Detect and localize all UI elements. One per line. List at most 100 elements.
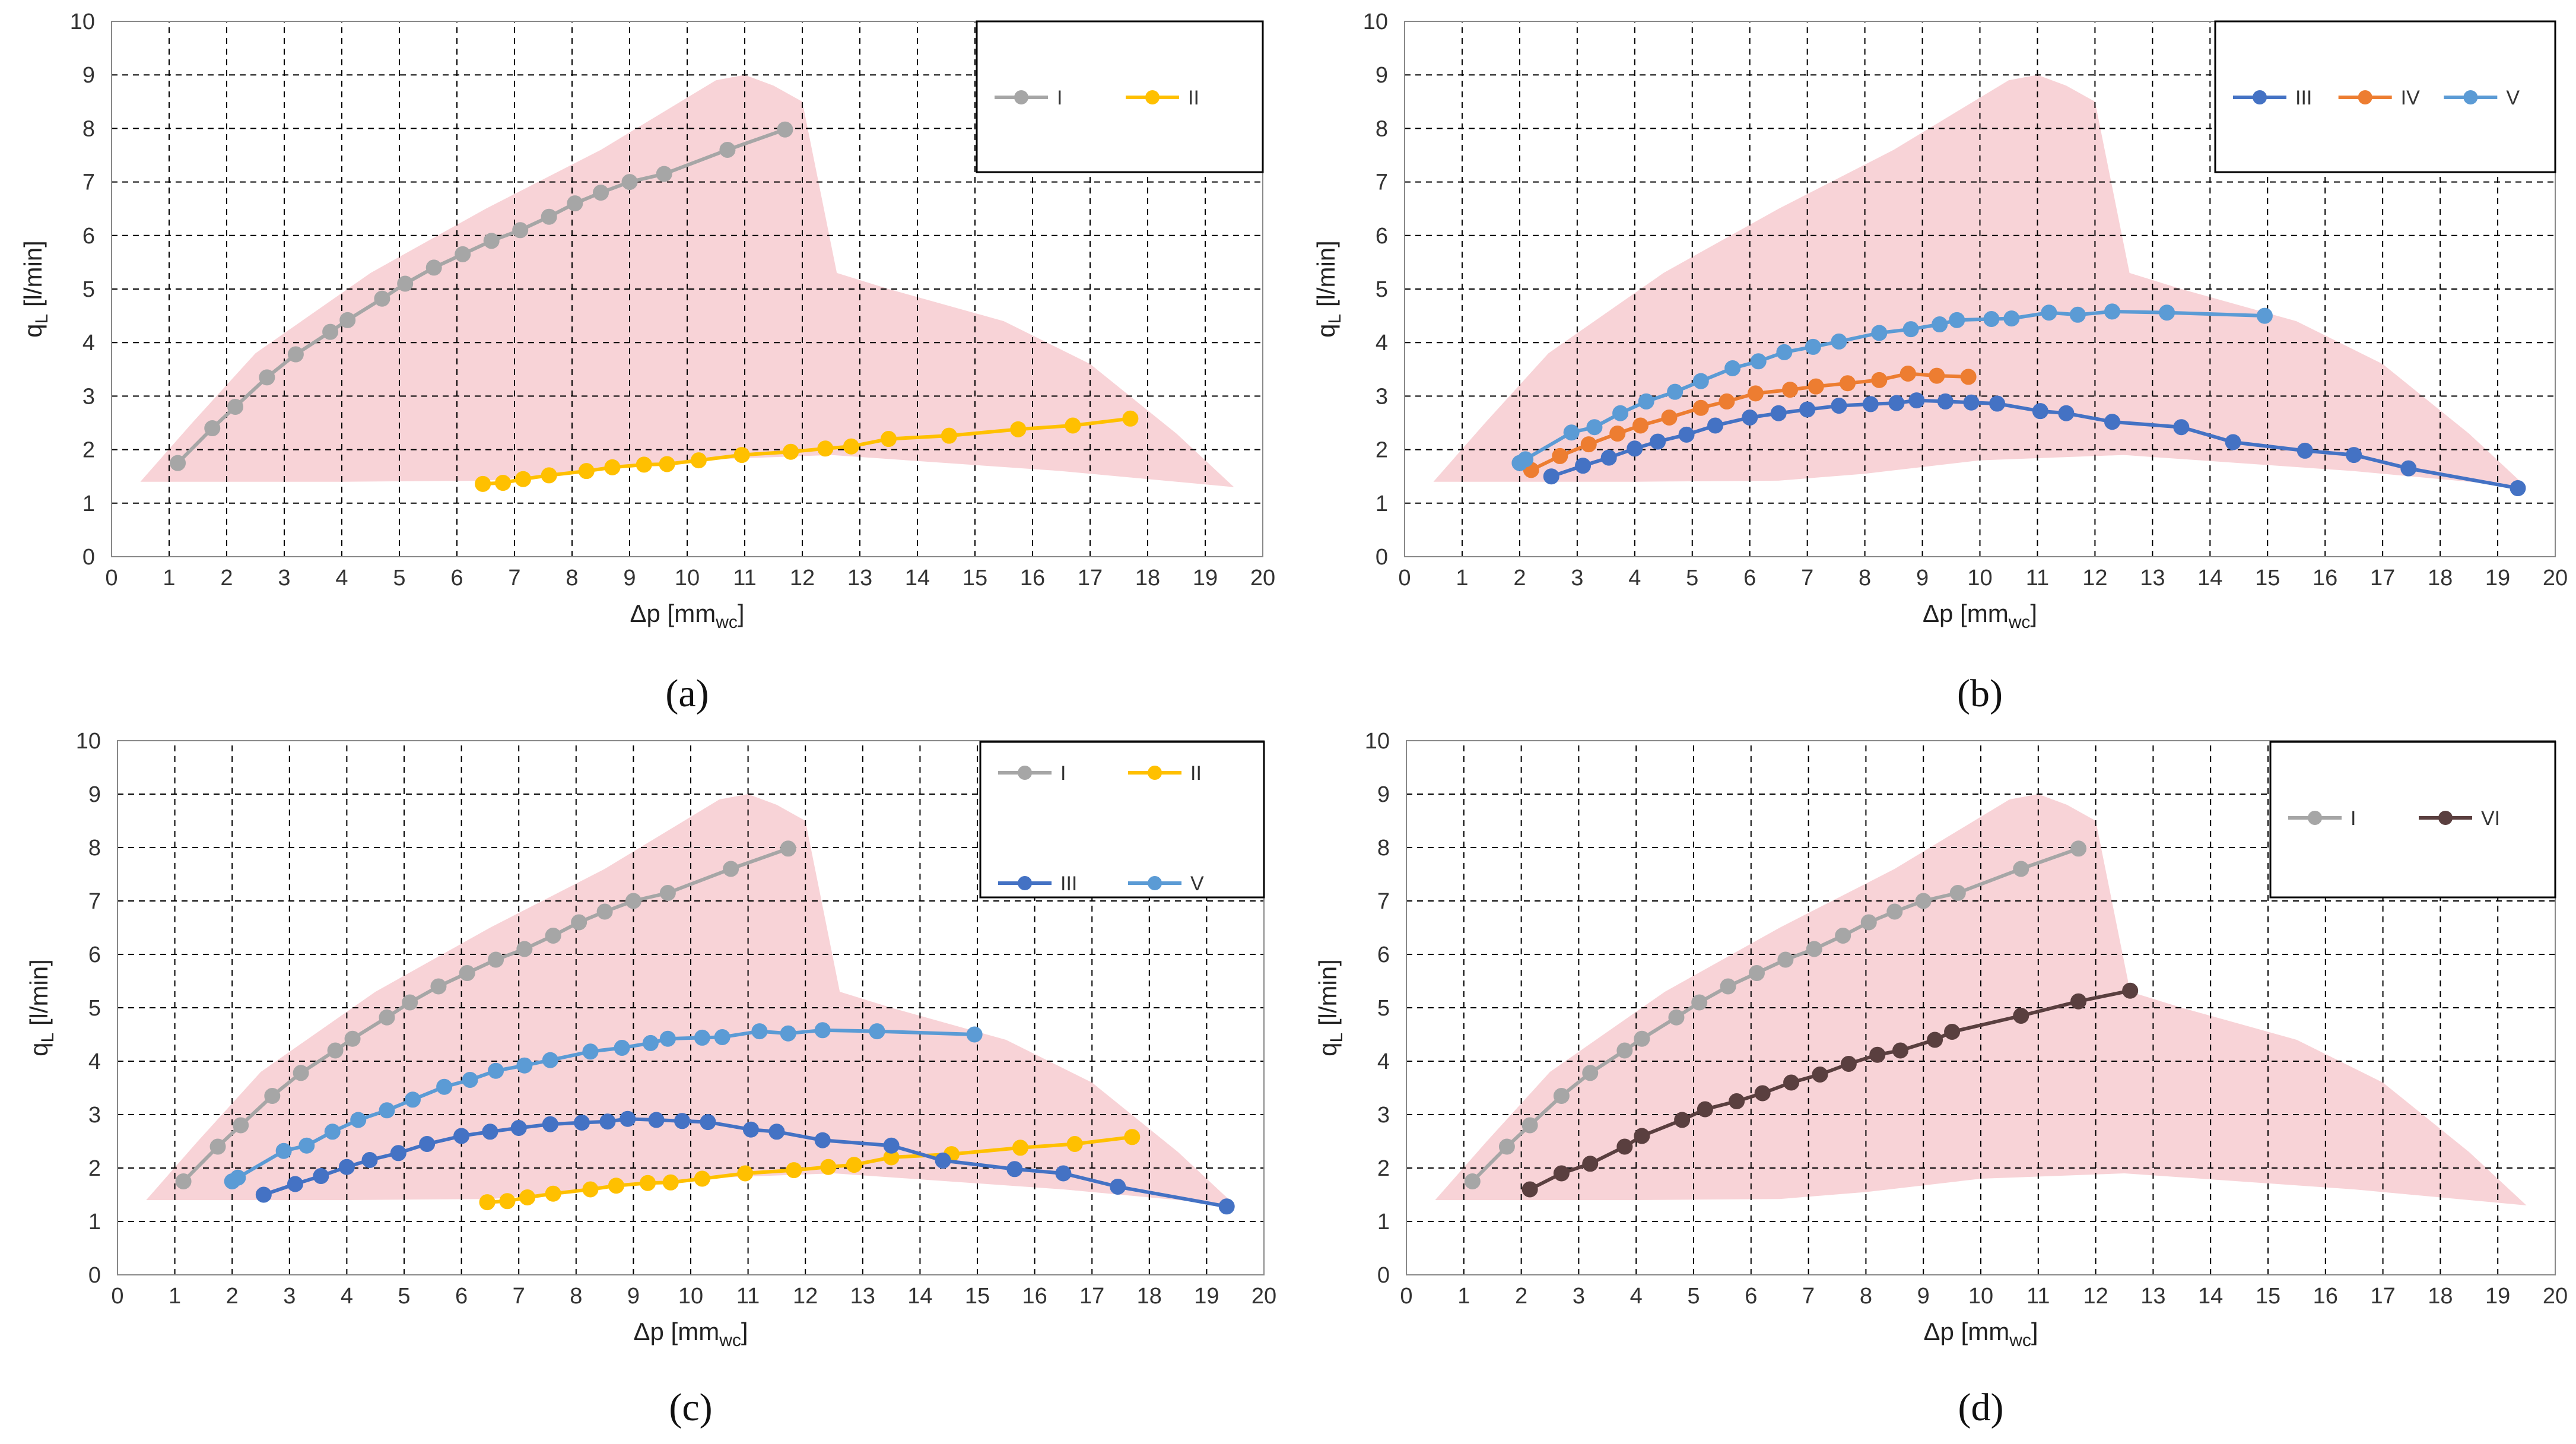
legend: III IV V [2214, 20, 2556, 173]
data-point-II [820, 1159, 837, 1175]
data-point-I [777, 121, 793, 138]
data-point-IV [1609, 426, 1626, 442]
x-tick-label: 12 [2082, 566, 2107, 591]
data-point-III [1543, 468, 1559, 485]
data-point-II [582, 1181, 599, 1198]
data-point-V [379, 1102, 395, 1119]
data-point-I [1748, 965, 1765, 981]
data-point-III [1600, 449, 1617, 466]
data-point-II [1065, 417, 1081, 434]
data-point-V [1586, 419, 1603, 436]
x-tick-label: 8 [566, 566, 578, 591]
data-point-I [593, 185, 609, 201]
x-tick-label: 10 [675, 566, 700, 591]
x-tick-label: 11 [2026, 566, 2049, 591]
data-point-V [1612, 405, 1629, 421]
y-tick-label: 6 [88, 942, 101, 967]
data-point-V [488, 1062, 504, 1079]
data-point-III [1799, 401, 1816, 418]
data-point-I [516, 941, 533, 957]
data-point-V [2104, 303, 2120, 320]
x-tick-label: 4 [335, 566, 348, 591]
legend-label: III [1060, 872, 1077, 895]
data-point-III [768, 1124, 785, 1140]
x-tick-label: 8 [1859, 566, 1871, 591]
data-point-I [1777, 951, 1794, 968]
x-tick-label: 7 [513, 1284, 525, 1309]
x-tick-label: 6 [1743, 566, 1756, 591]
y-tick-label: 1 [82, 491, 95, 516]
legend-swatch-marker [2253, 90, 2267, 104]
x-tick-label: 5 [1686, 566, 1698, 591]
data-point-V [350, 1112, 367, 1128]
y-tick-label: 10 [1365, 729, 1390, 754]
x-tick-label: 8 [570, 1284, 582, 1309]
data-point-VI [2070, 993, 2087, 1010]
data-point-III [674, 1113, 691, 1129]
legend-label: II [1188, 87, 1199, 109]
x-tick-label: 11 [736, 1284, 760, 1309]
x-tick-label: 9 [623, 566, 636, 591]
data-point-V [659, 1030, 676, 1047]
data-point-III [419, 1136, 436, 1152]
x-tick-label: 10 [678, 1284, 703, 1309]
data-point-V [1871, 325, 1888, 341]
x-tick-label: 2 [1515, 1284, 1527, 1309]
data-point-II [640, 1175, 656, 1191]
x-tick-label: 11 [733, 566, 756, 591]
envelope-area [140, 75, 1234, 487]
data-point-V [1805, 338, 1821, 355]
data-point-III [1707, 417, 1724, 434]
data-point-II [608, 1178, 624, 1194]
legend-label: I [1057, 87, 1062, 109]
legend-label: V [2506, 87, 2520, 109]
data-point-I [656, 166, 672, 182]
data-point-I [379, 1009, 395, 1026]
data-point-VI [2013, 1008, 2029, 1024]
y-tick-label: 1 [1377, 1210, 1390, 1234]
data-point-III [1055, 1165, 1072, 1182]
data-point-I [227, 398, 244, 415]
data-point-III [1110, 1179, 1126, 1195]
data-point-III [2297, 442, 2313, 459]
data-point-I [1553, 1088, 1570, 1104]
data-point-VI [1754, 1085, 1771, 1102]
data-point-V [869, 1023, 885, 1040]
chart-panel-b: 0 1 2 3 4 5 6 7 8 9 10 11 12 13 14 15 16 17 18 19 2001234567… [1312, 9, 2568, 715]
data-point-II [636, 456, 652, 473]
data-point-II [578, 463, 595, 480]
x-tick-label: 12 [793, 1284, 818, 1309]
data-point-I [322, 323, 339, 340]
data-point-III [620, 1110, 636, 1127]
legend-item-III: III [2233, 87, 2312, 109]
data-point-I [209, 1138, 226, 1155]
data-point-V [966, 1026, 983, 1043]
data-point-III [2400, 460, 2417, 477]
data-point-I [459, 965, 475, 981]
data-point-VI [2122, 982, 2139, 999]
x-tick-label: 2 [220, 566, 233, 591]
data-point-II [817, 440, 834, 457]
legend-item-VI: VI [2419, 807, 2500, 830]
data-point-II [479, 1194, 495, 1211]
data-point-I [344, 1030, 361, 1047]
y-tick-label: 0 [82, 545, 95, 570]
legend-label: II [1190, 762, 1202, 785]
data-point-I [339, 312, 356, 328]
data-point-III [1575, 458, 1592, 474]
x-tick-label: 9 [627, 1284, 640, 1309]
data-point-III [1989, 395, 2006, 412]
x-tick-label: 1 [1457, 1284, 1470, 1309]
data-point-I [455, 246, 471, 262]
data-point-III [742, 1121, 759, 1138]
data-point-VI [1944, 1024, 1961, 1040]
data-point-III [648, 1112, 665, 1128]
y-tick-label: 10 [70, 9, 95, 34]
data-point-I [2013, 861, 2029, 877]
data-point-III [2058, 405, 2075, 421]
data-point-II [662, 1174, 679, 1191]
data-point-III [1218, 1198, 1235, 1215]
x-tick-label: 17 [2370, 566, 2395, 591]
chart-panel-a: 0 1 2 3 4 5 6 7 8 9 10 11 12 13 14 15 16 17 18 19 2001234567… [19, 9, 1275, 715]
